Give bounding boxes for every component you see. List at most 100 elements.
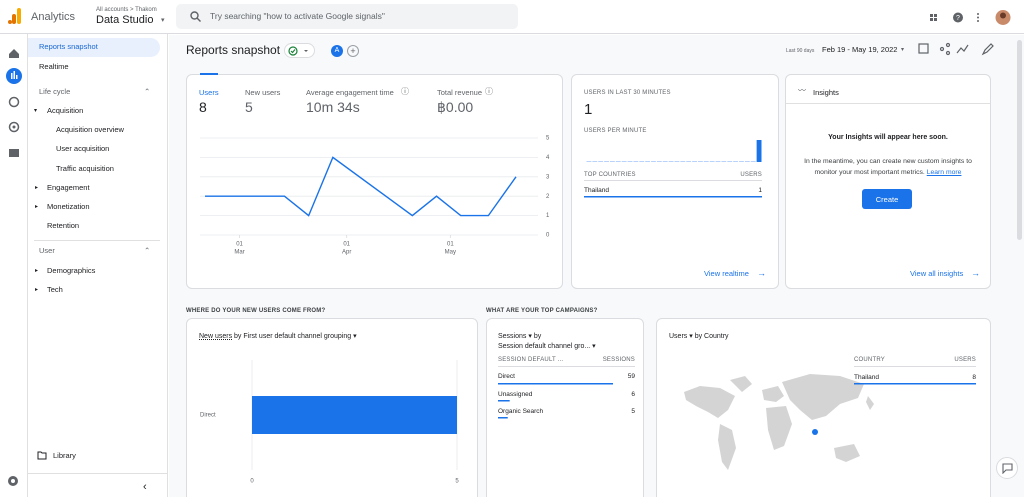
date-caret[interactable]: ▾ <box>901 47 905 53</box>
info-icon[interactable]: ⓘ <box>401 87 409 96</box>
nav-section[interactable]: User <box>39 246 55 255</box>
y-tick-label: 0 <box>546 233 550 239</box>
insights-link[interactable]: View all insights <box>910 269 964 278</box>
expand-caret[interactable]: ▸ <box>35 287 39 293</box>
bar <box>692 161 697 162</box>
world-map <box>684 374 874 470</box>
bar <box>615 161 621 162</box>
overview-card <box>186 74 563 289</box>
metric-selector[interactable]: Sessions <box>498 333 527 340</box>
chart-title: USERS PER MINUTE <box>584 128 647 134</box>
bar <box>633 161 639 162</box>
collapse-caret[interactable]: ⌃ <box>144 87 151 96</box>
nav-item[interactable]: Reports snapshot <box>39 42 98 51</box>
shape <box>288 46 298 56</box>
table-header: USERS <box>954 357 976 363</box>
comparison-avatar[interactable] <box>331 45 343 57</box>
realtime-link[interactable]: View realtime <box>704 269 749 278</box>
nav-item[interactable]: Engagement <box>47 183 90 192</box>
dimension[interactable]: by First user default channel grouping <box>234 333 352 340</box>
property-caret[interactable]: ▾ <box>161 17 165 24</box>
card-heading[interactable]: New users by First user default channel … <box>199 333 357 340</box>
category-label: Direct <box>200 413 216 419</box>
expand-caret[interactable]: ▸ <box>35 204 39 210</box>
add-comparison[interactable] <box>347 45 359 57</box>
breadcrumb[interactable]: All accounts > Thakom <box>96 7 157 13</box>
x-tick-label: 01 <box>447 242 454 248</box>
nav-item[interactable]: Library <box>53 451 76 460</box>
shape <box>12 14 16 24</box>
shape <box>934 14 937 17</box>
insights-title: Insights <box>813 88 839 97</box>
collapse-caret[interactable]: ⌃ <box>144 246 151 255</box>
nav-item[interactable]: Acquisition <box>47 106 84 115</box>
settings-icon[interactable] <box>6 474 20 488</box>
shape <box>945 50 951 56</box>
metric-label[interactable]: Users <box>199 88 219 97</box>
shape <box>304 50 308 52</box>
nav-item[interactable]: User acquisition <box>56 144 110 153</box>
nav-item[interactable]: Retention <box>47 221 80 230</box>
arrow[interactable]: → <box>757 268 766 278</box>
expand-caret[interactable]: ▾ <box>34 108 38 114</box>
bar <box>639 161 645 162</box>
arrow[interactable]: → <box>971 268 980 278</box>
nav-item[interactable]: Traffic acquisition <box>56 164 114 173</box>
table-header: COUNTRY <box>854 357 885 363</box>
shape <box>834 444 860 462</box>
expand-caret[interactable]: ▸ <box>35 185 39 191</box>
nav-item[interactable]: Tech <box>47 285 63 294</box>
bar <box>715 161 721 162</box>
bar <box>733 161 739 162</box>
x-tick-label: 01 <box>236 242 243 248</box>
map-highlight <box>812 429 818 435</box>
nav-item[interactable]: Realtime <box>39 62 69 71</box>
collapse-nav[interactable]: ‹ <box>143 481 147 493</box>
feedback-button[interactable] <box>996 457 1018 479</box>
value-bar <box>498 383 613 385</box>
y-tick-label: 2 <box>546 194 550 200</box>
bar <box>697 161 703 162</box>
metric-label[interactable]: New users <box>245 88 281 97</box>
search-box[interactable] <box>176 4 518 29</box>
line <box>205 156 517 217</box>
card-heading[interactable]: Session default channel gro... ▾ <box>498 343 596 350</box>
info-icon[interactable]: ⓘ <box>485 87 493 96</box>
metric-label[interactable]: Average engagement time <box>306 88 394 97</box>
learn-more[interactable]: Learn more <box>926 169 962 176</box>
x-tick-label: May <box>445 250 456 256</box>
metric-selector[interactable]: New users <box>199 333 233 340</box>
bar <box>252 396 457 434</box>
top-icons[interactable]: ? <box>928 9 1014 27</box>
shape <box>766 406 792 450</box>
property-name[interactable]: Data Studio <box>96 14 154 26</box>
metric-selector[interactable]: Users <box>669 333 688 340</box>
logo <box>8 8 21 24</box>
metric-label[interactable]: Total revenue <box>437 88 483 97</box>
nav-section[interactable]: Life cycle <box>39 87 71 96</box>
table-header: USERS <box>740 172 762 178</box>
nav-item[interactable]: Demographics <box>47 266 96 275</box>
bar <box>656 161 662 162</box>
nav-item[interactable]: Monetization <box>47 202 90 211</box>
card-heading[interactable]: Sessions ▾ by <box>498 333 542 340</box>
by: by <box>533 333 542 340</box>
card-heading[interactable]: Users ▾ by Country <box>669 333 729 340</box>
expand-caret[interactable]: ▸ <box>35 268 39 274</box>
comparison-label: A <box>334 47 340 54</box>
status-icon <box>288 46 308 56</box>
shape <box>782 374 864 420</box>
create-button[interactable] <box>862 189 912 209</box>
dimension[interactable]: Session default channel gro... <box>498 343 591 350</box>
feedback-icon <box>1002 463 1013 474</box>
rail-icons[interactable] <box>4 40 24 165</box>
bar <box>709 161 715 162</box>
shape <box>196 17 201 22</box>
x-tick-label: 01 <box>343 242 350 248</box>
nav-item[interactable]: Acquisition overview <box>56 125 124 134</box>
date-range[interactable]: Feb 19 - May 19, 2022 <box>822 45 898 54</box>
table-cell: Thailand <box>584 187 609 194</box>
toolbar-icons[interactable] <box>917 42 997 56</box>
table-cell: Direct <box>498 373 515 380</box>
